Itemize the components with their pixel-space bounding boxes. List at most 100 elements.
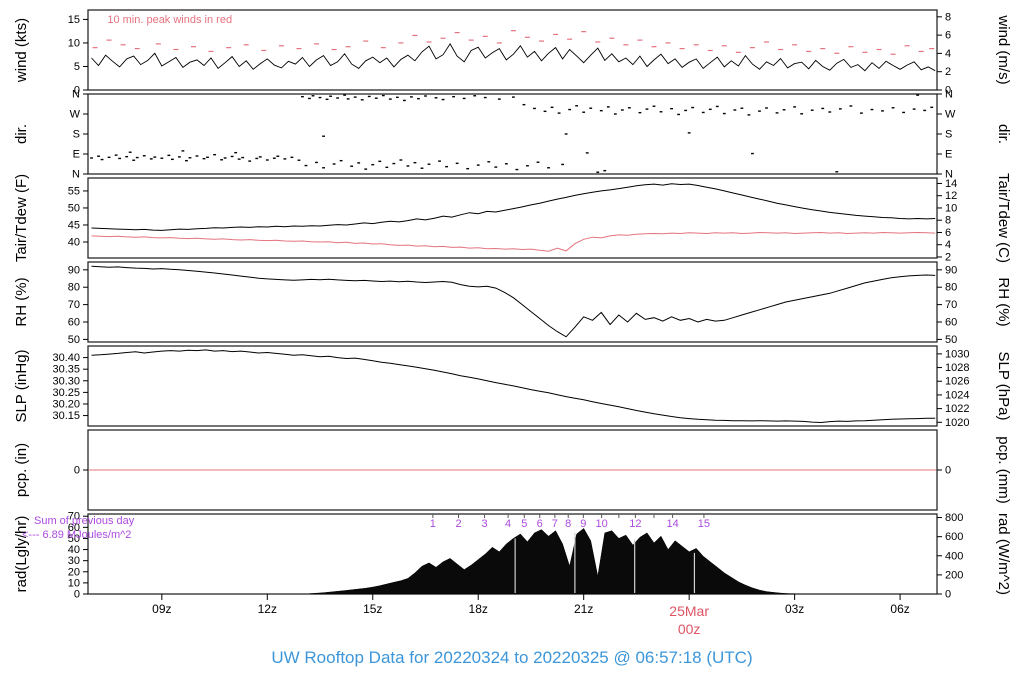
dir-points-dot bbox=[585, 152, 589, 154]
dir-points-dot bbox=[153, 156, 157, 158]
x-axis-tick-label: 15z bbox=[363, 602, 382, 616]
rad-right-tick-label: 600 bbox=[945, 531, 963, 543]
rh-left-tick-label: 70 bbox=[68, 299, 80, 311]
tair-tdew-left-tick-label: 45 bbox=[68, 219, 80, 231]
dir-points-dot bbox=[367, 95, 371, 98]
dir-points-dot bbox=[322, 167, 325, 169]
dir-points-dot bbox=[684, 109, 688, 112]
rh-right-axis-title: RH (%) bbox=[995, 277, 1012, 326]
dir-points-dot bbox=[533, 107, 536, 110]
pcp-left-tick-label: 0 bbox=[74, 465, 80, 477]
dir-points-dot bbox=[515, 168, 519, 171]
dir-points-dot bbox=[568, 108, 572, 111]
dir-points-dot bbox=[483, 96, 487, 99]
dir-points-dot bbox=[132, 159, 136, 161]
rad-cumulative-label: 3 bbox=[481, 518, 487, 530]
dir-points-dot bbox=[627, 107, 631, 109]
dir-left-tick-label: W bbox=[70, 109, 81, 121]
rad-left-tick-label: 60 bbox=[68, 522, 80, 534]
slp-line bbox=[91, 349, 936, 424]
dir-right-tick-label: E bbox=[945, 149, 952, 161]
rh-left-tick-label: 60 bbox=[68, 317, 80, 329]
rh-panel: 50 60 70 80 90 50 60 70 80 90 RH (%) RH (%) bbox=[13, 261, 1012, 346]
rad-note-line1: Sum of previous day bbox=[34, 515, 135, 527]
dir-points-dot bbox=[329, 95, 332, 97]
rad-left-tick-label: 40 bbox=[68, 544, 80, 556]
dir-points-dot bbox=[350, 165, 354, 167]
dir-points-dot bbox=[476, 164, 480, 166]
dir-points-dot bbox=[441, 98, 445, 101]
dir-points-dot bbox=[589, 107, 593, 109]
dir-points-dot bbox=[462, 97, 466, 100]
rad-cumulative-label: 14 bbox=[667, 518, 679, 530]
dir-points-dot bbox=[455, 162, 459, 165]
rad-right-tick-label: 800 bbox=[945, 512, 963, 524]
rad-cumulative-label: 6 bbox=[537, 518, 543, 530]
dir-points-dot bbox=[438, 160, 441, 162]
dir-points-dot bbox=[276, 155, 280, 157]
tair-tdew-left-tick-label: 40 bbox=[68, 237, 80, 249]
dir-points-dot bbox=[561, 163, 564, 166]
rad-left-axis-title: rad(Lgly/hr) bbox=[13, 516, 30, 593]
slp-right-tick-label: 1022 bbox=[945, 403, 969, 415]
dir-points-dot bbox=[810, 109, 814, 111]
rh-left-tick-label: 90 bbox=[68, 264, 80, 276]
dir-points-dot bbox=[916, 94, 920, 96]
tair-tdew-right-tick-label: 8 bbox=[945, 215, 951, 227]
dir-points-dot bbox=[325, 98, 329, 101]
dir-points-dot bbox=[793, 106, 797, 108]
dir-points-dot bbox=[322, 135, 325, 137]
x-axis-tick-label: 18z bbox=[469, 602, 488, 616]
dir-points-dot bbox=[687, 132, 691, 134]
dir-points-dot bbox=[930, 106, 934, 109]
tair-tdew-right-tick-label: 10 bbox=[945, 202, 957, 214]
dir-points-dot bbox=[402, 99, 406, 102]
slp-frame bbox=[87, 345, 938, 427]
dir-points-dot bbox=[97, 155, 100, 157]
dir-points-dot bbox=[487, 161, 491, 163]
dir-points-dot bbox=[364, 168, 368, 170]
rad-right-tick-label: 200 bbox=[945, 569, 963, 581]
dir-points-dot bbox=[332, 163, 336, 165]
slp-right-tick-label: 1024 bbox=[945, 389, 969, 401]
dir-points-dot bbox=[346, 98, 350, 100]
dir-points-dot bbox=[353, 96, 357, 98]
dir-points-dot bbox=[374, 97, 378, 99]
slp-left-tick-label: 30.15 bbox=[52, 410, 80, 422]
dir-points-dot bbox=[258, 156, 262, 158]
wind-left-tick-label: 10 bbox=[68, 37, 80, 49]
wind-left-axis-title: wind (kts) bbox=[13, 18, 30, 83]
dir-points-dot bbox=[336, 97, 340, 99]
dir-points-dot bbox=[90, 157, 93, 159]
rad-right-tick-label: 0 bbox=[945, 589, 951, 601]
dir-points-dot bbox=[170, 158, 174, 161]
wind-note: 10 min. peak winds in red bbox=[107, 14, 232, 26]
dir-points-dot bbox=[220, 159, 223, 161]
dir-points-dot bbox=[381, 94, 385, 97]
rh-left-axis-title: RH (%) bbox=[13, 277, 30, 326]
dir-points-dot bbox=[638, 111, 642, 114]
dir-points-dot bbox=[473, 95, 477, 97]
rh-right-tick-label: 90 bbox=[945, 264, 957, 276]
dir-points-dot bbox=[128, 151, 132, 153]
slp-left-tick-label: 30.20 bbox=[52, 398, 80, 410]
dir-points-dot bbox=[652, 105, 656, 107]
wind-right-axis-title: wind (m/s) bbox=[995, 14, 1012, 84]
dir-points-dot bbox=[301, 95, 304, 98]
dir-points-dot bbox=[782, 109, 786, 111]
pcp-panel: 0 0 pcp. (in) pcp. (mm) bbox=[13, 429, 1012, 511]
dir-points-dot bbox=[550, 106, 554, 109]
slp-left-axis-title: SLP (inHg) bbox=[13, 349, 30, 422]
wind-right-tick-label: 2 bbox=[945, 66, 951, 78]
dir-points-dot bbox=[378, 160, 382, 163]
dir-points-dot bbox=[318, 96, 322, 99]
wind-right-tick-label: 6 bbox=[945, 30, 951, 42]
tair-F-line bbox=[91, 183, 936, 231]
rh-left-tick-label: 50 bbox=[68, 334, 80, 346]
dir-points-dot bbox=[434, 97, 438, 99]
dir-points-dot bbox=[599, 109, 603, 112]
dir-points-dot bbox=[452, 95, 456, 98]
dir-points-dot bbox=[466, 167, 470, 170]
